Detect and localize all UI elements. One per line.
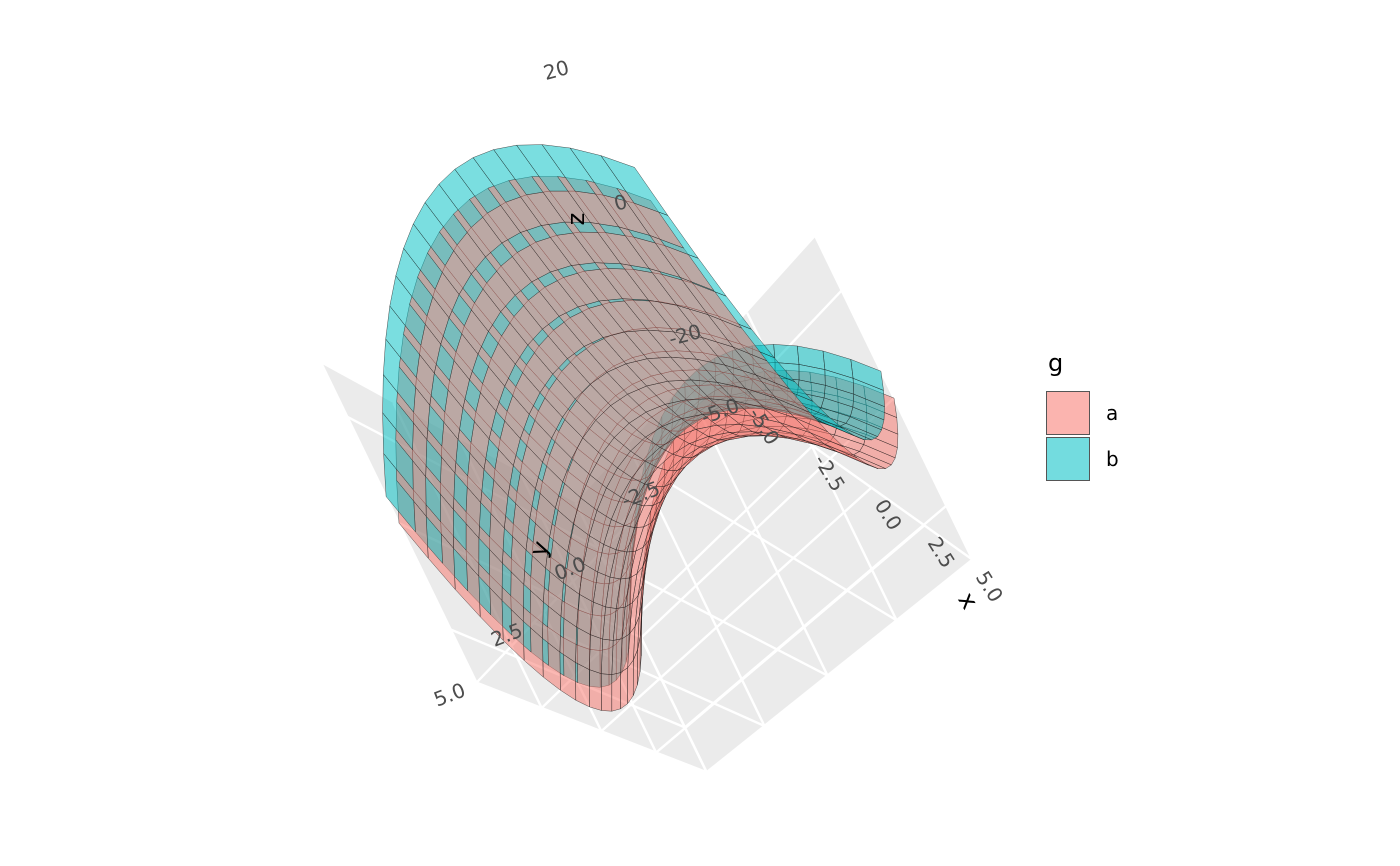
legend-item-b: b: [1046, 436, 1119, 482]
grid-wall1-z-0: [684, 504, 948, 729]
legend-item-a: a: [1046, 390, 1119, 436]
x-axis-title: x: [952, 587, 983, 614]
grid-floor-y-4: [476, 681, 708, 774]
legend-label-b: b: [1106, 447, 1119, 471]
surfaces: [382, 144, 899, 712]
grid-floor-y-1: [667, 481, 898, 622]
legend-title: g: [1048, 349, 1064, 377]
legend-label-a: a: [1106, 401, 1119, 425]
z-tick-label-2: 20: [541, 55, 572, 85]
legend-key-b: [1046, 437, 1090, 481]
y-tick-label-4: 5.0: [430, 678, 468, 712]
surface-a-cell-11-16: [611, 638, 623, 675]
surface-a-cell-9-16: [589, 634, 603, 674]
surface-a-cell-11-17: [611, 672, 621, 712]
legend: g a b: [1046, 348, 1119, 482]
surface-a-cell-10-17: [601, 673, 613, 712]
surface-a-cell-10-16: [601, 638, 614, 675]
z-tick-label-1: 0: [611, 189, 630, 215]
grid-floor-x-2: [600, 486, 873, 733]
grid-floor-x-4: [705, 558, 974, 774]
surface-a-cell-12-17: [620, 667, 628, 710]
surface-a-cell-9-17: [589, 669, 602, 711]
z-axis-title: z: [562, 213, 590, 226]
surface-b-cell-0-0: [600, 155, 669, 216]
legend-key-a: [1046, 391, 1090, 435]
